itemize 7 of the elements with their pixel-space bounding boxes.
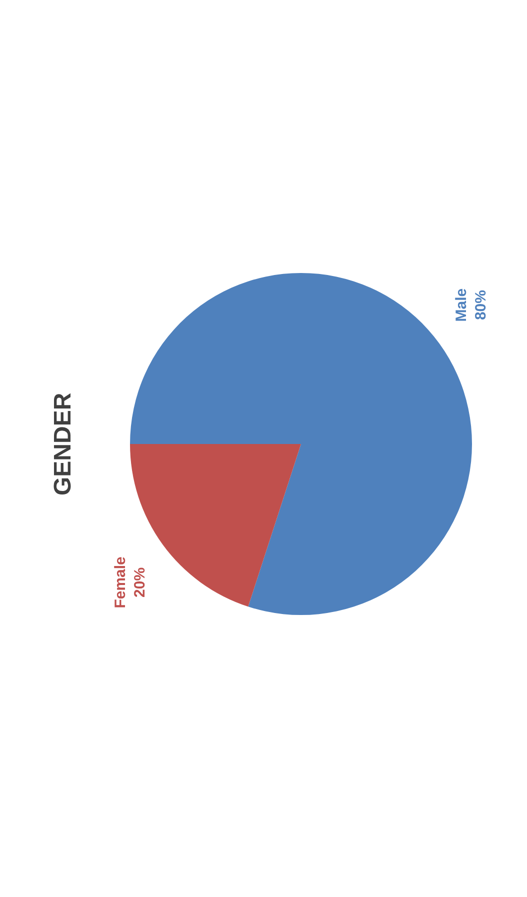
slice-label: Female xyxy=(112,556,129,608)
data-label: 20% xyxy=(131,567,148,598)
data-label: 80% xyxy=(472,290,490,320)
pie-slice xyxy=(130,273,472,615)
text: GENDER xyxy=(50,392,76,496)
slice-label: Male xyxy=(453,288,470,322)
pie-slice xyxy=(130,444,301,607)
